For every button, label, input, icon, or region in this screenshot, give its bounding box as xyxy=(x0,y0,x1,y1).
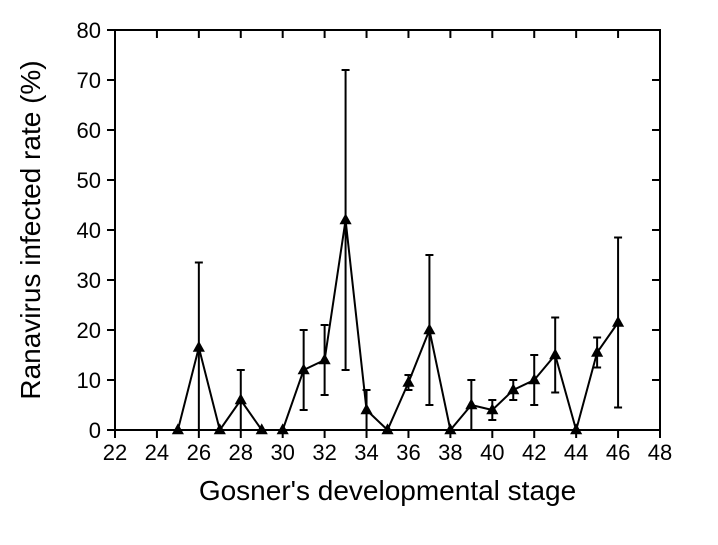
x-tick-label: 34 xyxy=(354,440,378,465)
x-tick-label: 30 xyxy=(270,440,294,465)
x-tick-label: 48 xyxy=(648,440,672,465)
data-line xyxy=(178,220,618,430)
x-tick-label: 44 xyxy=(564,440,588,465)
data-marker xyxy=(319,354,329,363)
data-marker xyxy=(194,342,204,351)
scatter-chart: 22 24 26 28 30 32 34 36 38 40 42 44 46 48 0 10 20 30 40 50 6… xyxy=(0,0,718,545)
data-marker xyxy=(613,317,623,326)
y-tick-label: 60 xyxy=(77,118,101,143)
data-marker xyxy=(236,394,246,403)
y-tick-label: 70 xyxy=(77,68,101,93)
chart-container: 22 24 26 28 30 32 34 36 38 40 42 44 46 48 0 10 20 30 40 50 6… xyxy=(0,0,718,545)
x-tick-label: 22 xyxy=(103,440,127,465)
data-marker xyxy=(361,404,371,413)
y-tick-label: 80 xyxy=(77,18,101,43)
x-tick-label: 24 xyxy=(145,440,169,465)
plot-frame xyxy=(115,30,660,430)
data-marker xyxy=(403,377,413,386)
y-tick-label: 30 xyxy=(77,268,101,293)
x-tick-label: 38 xyxy=(438,440,462,465)
y-tick-label: 0 xyxy=(89,418,101,443)
data-marker xyxy=(340,214,350,223)
y-tick-label: 50 xyxy=(77,168,101,193)
x-tick-label: 36 xyxy=(396,440,420,465)
x-tick-label: 42 xyxy=(522,440,546,465)
y-tick-label: 10 xyxy=(77,368,101,393)
y-axis-title: Ranavirus infected rate (%) xyxy=(15,60,46,399)
x-tick-label: 28 xyxy=(229,440,253,465)
y-tick-label: 40 xyxy=(77,218,101,243)
x-tick-label: 26 xyxy=(187,440,211,465)
x-axis-title: Gosner's developmental stage xyxy=(199,475,576,506)
x-tick-label: 46 xyxy=(606,440,630,465)
x-tick-label: 32 xyxy=(312,440,336,465)
data-marker xyxy=(424,324,434,333)
x-tick-label: 40 xyxy=(480,440,504,465)
data-marker xyxy=(466,399,476,408)
y-tick-label: 20 xyxy=(77,318,101,343)
data-marker xyxy=(550,349,560,358)
